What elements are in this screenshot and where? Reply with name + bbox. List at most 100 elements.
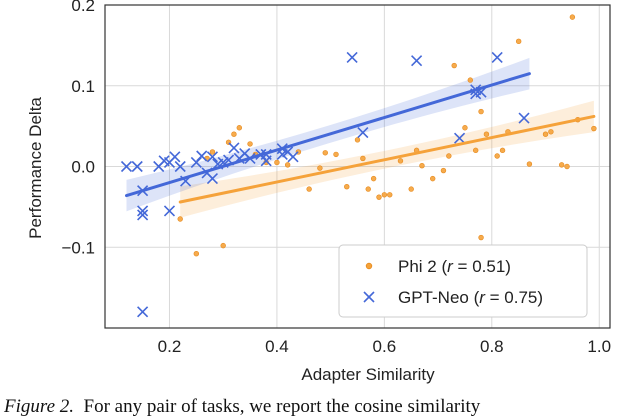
point-gptneo-stroke	[491, 51, 503, 64]
legend-label-phi2: Phi 2 (r = 0.51)	[398, 257, 511, 276]
point-gptneo-stroke	[357, 127, 369, 139]
point-phi2	[462, 125, 468, 131]
point-phi2	[397, 158, 404, 164]
point-phi2	[440, 167, 447, 174]
point-phi2	[591, 125, 597, 132]
tick-labels: 0.2 0.4 0.6 0.8 1.0 −0.1 0.0 0.1 0.2	[61, 0, 611, 356]
point-phi2	[548, 129, 554, 135]
x-tick-label: 0.6	[373, 337, 397, 356]
point-phi2	[381, 192, 388, 198]
point-phi2	[499, 147, 506, 154]
point-gptneo-stroke	[222, 154, 235, 166]
figure-caption: Figure 2. For any pair of tasks, we repo…	[4, 396, 480, 418]
point-gptneo-stroke	[260, 155, 272, 167]
point-phi2	[387, 192, 393, 198]
point-gptneo-stroke	[411, 55, 423, 67]
point-gptneo-stroke	[137, 306, 149, 318]
point-phi2	[236, 125, 243, 131]
point-gptneo	[169, 151, 181, 163]
point-phi2	[430, 175, 436, 182]
x-tick-label: 1.0	[587, 337, 611, 356]
point-gptneo	[131, 160, 143, 173]
point-phi2	[370, 175, 377, 182]
point-phi2	[408, 186, 414, 192]
point-phi2	[354, 137, 361, 143]
legend-phi2-name: Phi 2	[398, 257, 437, 276]
point-gptneo-stroke	[518, 112, 530, 124]
legend-phi2-r-value: 0.51	[472, 257, 505, 276]
legend-marker-gptneo	[363, 291, 375, 303]
point-phi2	[376, 194, 382, 200]
point-phi2	[472, 147, 479, 154]
point-phi2	[451, 62, 457, 69]
point-phi2	[478, 234, 484, 241]
point-gptneo-stroke	[287, 151, 299, 163]
point-gptneo-stroke	[131, 160, 143, 173]
point-phi2	[322, 150, 328, 156]
point-gptneo	[411, 55, 423, 67]
legend-marker-gptneo-stroke-2	[363, 291, 375, 303]
point-phi2	[274, 159, 280, 166]
point-gptneo	[357, 127, 369, 139]
point-gptneo-stroke	[163, 205, 176, 217]
legend-gptneo-r-symbol: r	[479, 288, 486, 307]
point-phi2	[569, 14, 576, 20]
point-gptneo-stroke	[196, 150, 208, 162]
point-phi2	[419, 162, 425, 169]
y-axis-label: Performance Delta	[26, 97, 45, 239]
point-gptneo-stroke	[239, 148, 251, 160]
point-gptneo-stroke	[137, 209, 149, 221]
point-gptneo	[518, 112, 530, 124]
point-phi2	[542, 131, 549, 137]
point-gptneo-stroke	[158, 155, 170, 167]
point-phi2	[209, 149, 216, 155]
point-gptneo	[346, 51, 358, 64]
point-gptneo	[163, 205, 176, 217]
confidence-bands	[126, 57, 594, 218]
legend-gptneo-r-value: 0.75	[504, 288, 537, 307]
point-phi2	[494, 153, 500, 159]
figure-label: Figure 2.	[4, 396, 75, 417]
point-gptneo-stroke	[120, 160, 133, 173]
point-gptneo-stroke	[454, 132, 466, 144]
y-tick-label: 0.1	[71, 77, 95, 96]
x-tick-label: 0.4	[265, 337, 289, 356]
point-phi2	[478, 108, 484, 115]
x-tick-label: 0.8	[480, 337, 504, 356]
point-phi2	[231, 131, 237, 137]
point-gptneo-stroke	[346, 51, 358, 64]
point-gptneo	[228, 142, 240, 154]
point-phi2	[193, 251, 200, 257]
legend-phi2-r-symbol: r	[447, 257, 454, 276]
scatter-chart: 0.2 0.4 0.6 0.8 1.0 −0.1 0.0 0.1 0.2 Adapter Sim…	[26, 0, 611, 384]
point-gptneo	[137, 306, 149, 318]
x-tick-label: 0.2	[158, 337, 182, 356]
point-phi2	[284, 162, 291, 168]
legend: Phi 2 (r = 0.51) GPT-Neo (r = 0.75)	[338, 244, 588, 318]
plot-frame	[104, 4, 611, 329]
point-gptneo-stroke	[169, 151, 181, 163]
point-gptneo	[120, 160, 133, 173]
point-gptneo	[287, 151, 299, 163]
x-axis-label: Adapter Similarity	[301, 365, 435, 384]
point-phi2	[177, 216, 183, 222]
legend-box	[338, 244, 588, 318]
regression-lines	[124, 72, 596, 204]
point-phi2	[515, 38, 522, 45]
point-phi2	[564, 163, 570, 170]
point-gptneo	[137, 209, 149, 221]
point-gptneo	[491, 51, 503, 64]
point-phi2	[344, 183, 350, 190]
point-gptneo	[196, 150, 208, 162]
point-phi2	[526, 161, 533, 167]
point-phi2	[333, 151, 339, 158]
point-phi2	[483, 131, 490, 137]
y-tick-label: −0.1	[61, 238, 95, 257]
point-gptneo	[454, 132, 466, 144]
point-gptneo	[206, 151, 219, 163]
legend-label-gptneo: GPT-Neo (r = 0.75)	[398, 288, 543, 307]
point-phi2	[558, 162, 565, 168]
point-phi2	[360, 155, 366, 162]
regression-line-phi2	[178, 114, 596, 204]
point-gptneo-stroke	[206, 173, 219, 185]
